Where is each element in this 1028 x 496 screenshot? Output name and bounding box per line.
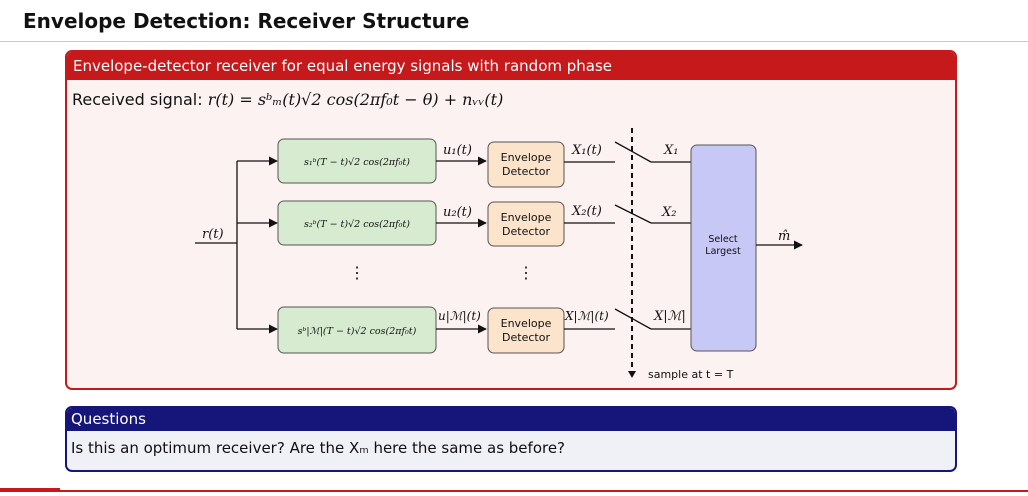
receiver-block: Envelope-detector receiver for equal ene… [65,50,957,390]
footer-accent [0,488,60,492]
received-signal: Received signal: r(t) = sᵇₘ(t)√2 cos(2πf… [72,90,503,109]
envelope-detector-m [487,307,565,354]
sampling-arrowhead [628,371,636,378]
select-largest-block [690,144,757,352]
matched-filter-1-label: s₁ᵇ(T − t)√2 cos(2πf₀t) [304,157,410,168]
x1-label: X₁ [663,143,678,158]
matched-filter-m-label: sᵇ|ℳ|(T − t)√2 cos(2πf₀t) [298,326,417,337]
matched-filter-m [277,306,437,354]
input-label: r(t) [202,227,224,242]
vdots-detectors: ⋮ [518,263,534,282]
um-label: u|ℳ|(t) [438,309,481,323]
x2t-label: X₂(t) [571,204,602,219]
envelope-detector-1-line1: Envelope [501,151,552,164]
envelope-detector-2-line1: Envelope [501,211,552,224]
envelope-detector-1 [487,141,565,188]
matched-filter-2-label: s₂ᵇ(T − t)√2 cos(2πf₀t) [304,219,410,230]
sample-note: sample at t = T [648,368,734,381]
u2-label: u₂(t) [443,205,472,220]
envelope-detector-2-line2: Detector [502,225,550,238]
received-signal-label: Received signal: [72,90,203,109]
receiver-block-header: Envelope-detector receiver for equal ene… [67,52,955,80]
envelope-detector-2 [487,201,565,247]
x1t-label: X₁(t) [571,143,602,158]
xm-label: X|ℳ| [653,309,686,324]
sample-switch-1 [614,141,652,163]
select-largest-line2: Largest [705,246,741,257]
envelope-detector-1-line2: Detector [502,165,550,178]
footer-rule [0,488,1028,492]
questions-block: Questions Is this an optimum receiver? A… [65,406,957,472]
slide-title: Envelope Detection: Receiver Structure [23,9,470,33]
received-signal-formula: r(t) = sᵇₘ(t)√2 cos(2πf₀t − θ) + nᵥᵥ(t) [207,90,504,109]
envelope-detector-m-line2: Detector [502,331,550,344]
envelope-detector-m-line1: Envelope [501,317,552,330]
questions-text: Is this an optimum receiver? Are the Xₘ … [71,439,566,457]
u1-label: u₁(t) [443,143,472,158]
title-rule [0,41,1028,42]
questions-header: Questions [67,408,955,431]
output-label: m̂ [778,229,790,244]
select-largest-line1: Select [708,234,738,245]
xmt-label: X|ℳ|(t) [564,309,609,323]
vdots-filters: ⋮ [349,263,365,282]
x2-label: X₂ [661,205,676,220]
receiver-diagram: r(t) s₁ᵇ(T − t)√2 cos(2πf₀t) u₁(t) Envel… [195,128,803,381]
